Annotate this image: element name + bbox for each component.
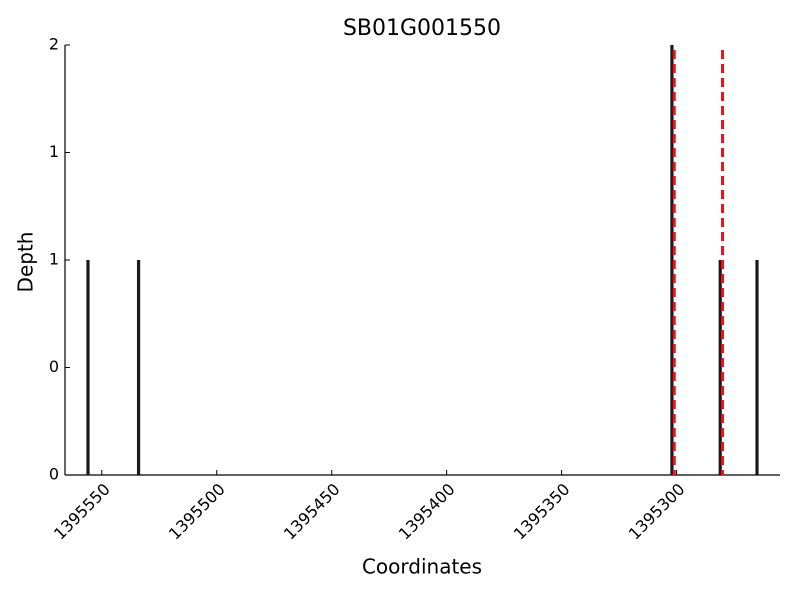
x-tick-label: 1395500 bbox=[165, 480, 229, 544]
x-tick-label: 1395300 bbox=[625, 480, 689, 544]
y-tick-label: 1 bbox=[49, 142, 59, 161]
bar bbox=[670, 45, 674, 475]
chart-title: SB01G001550 bbox=[343, 16, 501, 41]
y-axis-label: Depth bbox=[14, 232, 38, 293]
x-tick-label: 1395400 bbox=[395, 480, 459, 544]
y-tick-label: 1 bbox=[49, 250, 59, 269]
x-axis-label: Coordinates bbox=[362, 555, 482, 579]
bar bbox=[86, 260, 90, 475]
bar bbox=[755, 260, 759, 475]
y-tick-label: 0 bbox=[49, 357, 59, 376]
x-tick-label: 1395350 bbox=[510, 480, 574, 544]
x-tick-label: 1395550 bbox=[50, 480, 114, 544]
bar bbox=[136, 260, 141, 475]
bar bbox=[718, 260, 722, 475]
y-tick-label: 2 bbox=[49, 35, 59, 54]
x-tick-label: 1395450 bbox=[280, 480, 344, 544]
y-tick-label: 0 bbox=[49, 465, 59, 484]
